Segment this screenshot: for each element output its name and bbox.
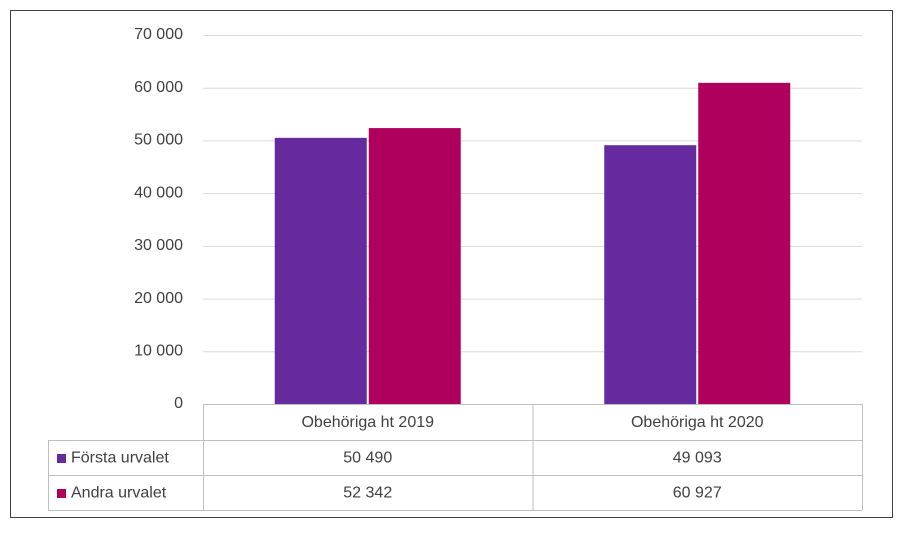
x-tick-label: Obehöriga ht 2020 <box>631 414 764 431</box>
y-tick-label: 10 000 <box>134 343 183 360</box>
bar <box>698 82 791 405</box>
legend-swatch <box>57 454 66 463</box>
legend-swatch <box>57 489 66 498</box>
table-value: 60 927 <box>673 485 722 502</box>
y-tick-label: 70 000 <box>134 26 183 43</box>
table-value: 49 093 <box>673 450 722 467</box>
y-tick-label: 20 000 <box>134 290 183 307</box>
y-tick-label: 40 000 <box>134 184 183 201</box>
legend-label: Andra urvalet <box>71 485 167 502</box>
y-tick-label: 50 000 <box>134 132 183 149</box>
y-tick-label: 0 <box>174 395 183 412</box>
bar <box>604 145 697 404</box>
bar <box>274 137 367 404</box>
legend-label: Första urvalet <box>71 450 169 467</box>
bar <box>368 128 461 404</box>
x-tick-label: Obehöriga ht 2019 <box>301 414 434 431</box>
table-value: 50 490 <box>343 450 392 467</box>
table-value: 52 342 <box>343 485 392 502</box>
y-tick-label: 60 000 <box>134 79 183 96</box>
y-tick-label: 30 000 <box>134 237 183 254</box>
